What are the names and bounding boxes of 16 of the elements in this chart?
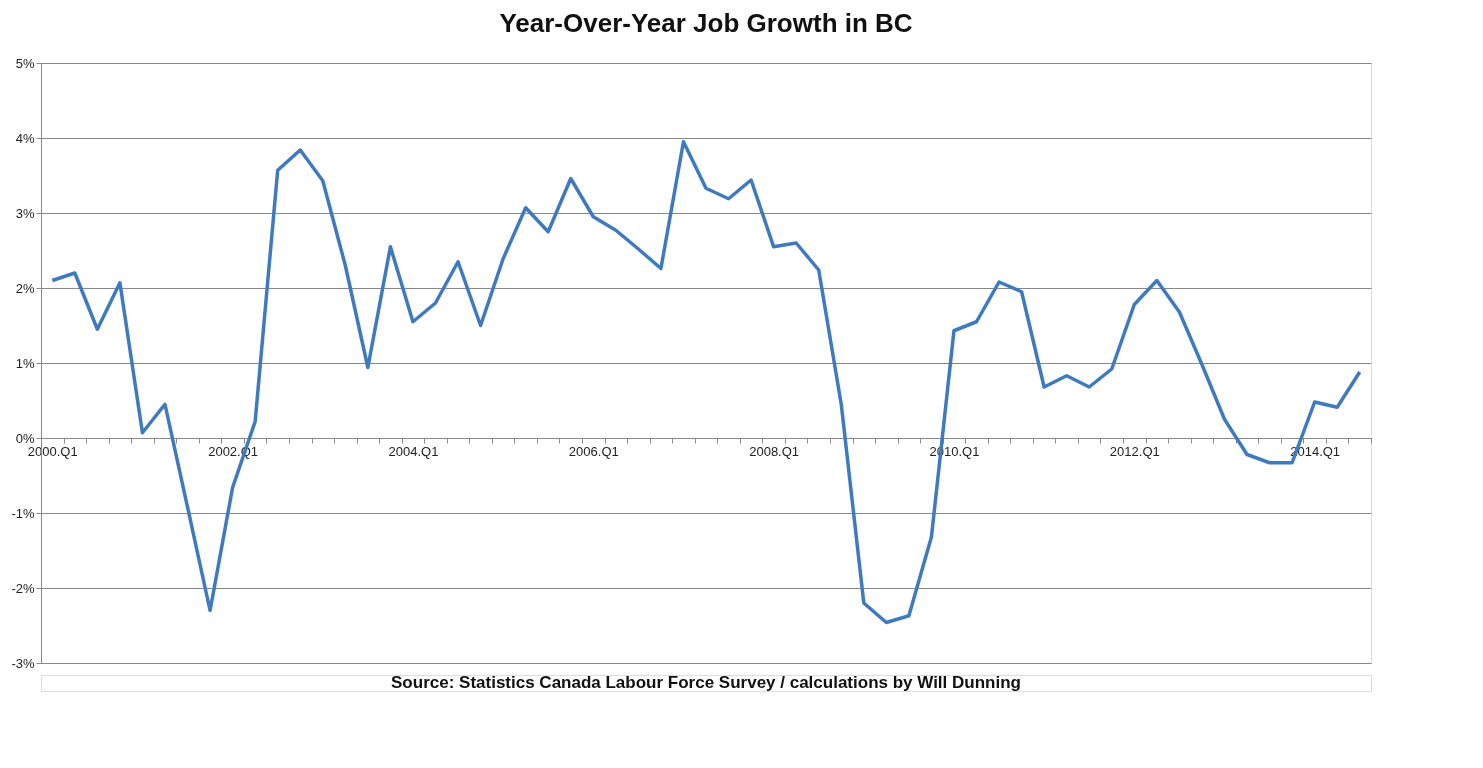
x-tick-label: 2006.Q1: [568, 443, 619, 459]
y-tick-label: 0%: [15, 430, 35, 446]
x-tick-label: 2004.Q1: [388, 443, 439, 459]
x-tick-label: 2008.Q1: [749, 443, 800, 459]
y-tick-label: -1%: [11, 505, 35, 521]
chart-title: Year-Over-Year Job Growth in BC: [499, 8, 913, 38]
y-tick-label: -2%: [11, 580, 35, 596]
y-tick-label: 5%: [15, 55, 35, 71]
y-tick-label: 3%: [15, 205, 35, 221]
y-tick-label: 1%: [15, 355, 35, 371]
y-tick-label: 4%: [15, 130, 35, 146]
x-tick-label: 2012.Q1: [1109, 443, 1160, 459]
x-tick-label: 2000.Q1: [27, 443, 78, 459]
y-tick-label: 2%: [15, 280, 35, 296]
source-note: Source: Statistics Canada Labour Force Survey / calculations by Will Dunning: [391, 673, 1021, 692]
y-tick-label: -3%: [11, 655, 35, 671]
